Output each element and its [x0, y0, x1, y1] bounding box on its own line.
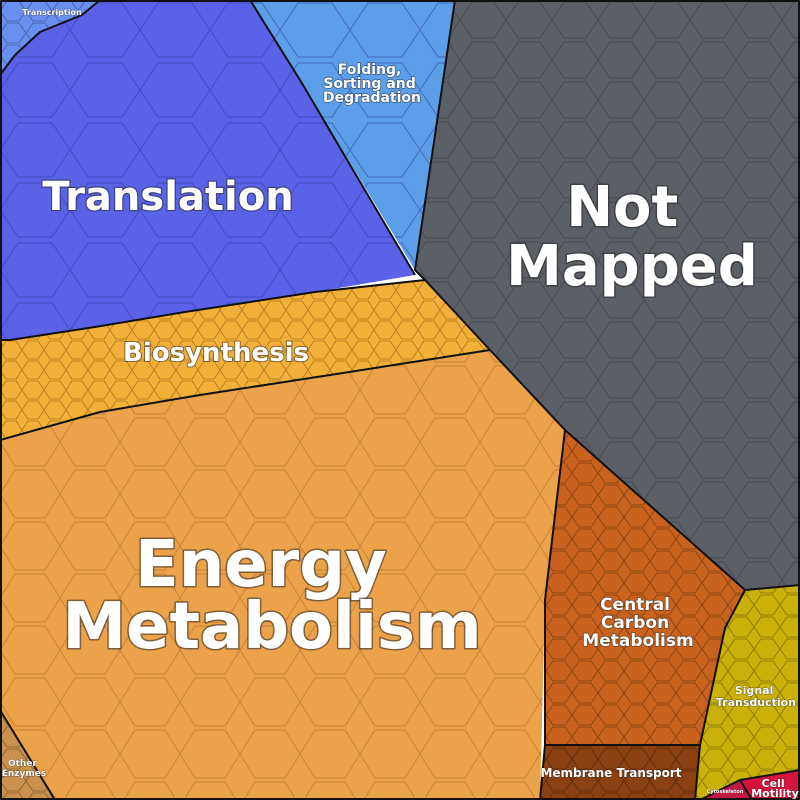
label-other-enzymes-line-1: Other	[8, 759, 37, 769]
label-membrane-transport: Membrane Transport	[540, 766, 681, 780]
label-not-mapped: Not Mapped	[506, 175, 758, 299]
label-cell-motility: Cell Motility	[751, 777, 799, 800]
label-signal-transduction-line-1: Signal	[735, 684, 774, 697]
label-transcription: Transcription	[22, 8, 82, 17]
label-folding-line-1: Folding,	[338, 62, 402, 78]
label-folding-line-2: Sorting and	[323, 76, 415, 92]
label-translation: Translation	[42, 174, 293, 220]
cell-signal-transduction	[695, 585, 800, 800]
label-not-mapped-line-1: Not	[566, 175, 678, 240]
cell-energy-metabolism	[0, 350, 565, 800]
cell-transcription	[0, 0, 100, 75]
label-cell-motility-line-2: Motility	[751, 787, 799, 800]
label-other-enzymes: Other Enzymes	[2, 759, 47, 779]
label-central-carbon: Central Carbon Metabolism	[582, 595, 693, 651]
cell-cytoskeleton	[700, 780, 752, 800]
cell-cytoskeleton-region	[700, 780, 752, 800]
cell-membrane-transport	[540, 745, 700, 800]
cell-not-mapped	[415, 0, 800, 590]
cell-biosynthesis	[0, 280, 490, 440]
cell-central-carbon	[545, 430, 745, 745]
label-folding: Folding, Sorting and Degradation	[323, 62, 421, 106]
label-cytoskeleton: Cytoskeleton	[707, 789, 744, 795]
cell-translation	[0, 0, 415, 340]
label-energy-metabolism-line-2: Metabolism	[62, 590, 481, 664]
label-central-carbon-line-2: Carbon	[601, 613, 669, 633]
label-signal-transduction: Signal Transduction	[716, 684, 796, 709]
label-other-enzymes-line-2: Enzymes	[2, 769, 47, 779]
label-energy-metabolism: Energy Metabolism	[62, 528, 481, 664]
label-central-carbon-line-1: Central	[600, 595, 670, 615]
label-biosynthesis: Biosynthesis	[123, 338, 309, 368]
label-energy-metabolism-line-1: Energy	[135, 528, 387, 602]
label-central-carbon-line-3: Metabolism	[582, 631, 693, 651]
label-not-mapped-line-2: Mapped	[506, 234, 758, 299]
label-cell-motility-line-1: Cell	[762, 777, 785, 790]
label-folding-line-3: Degradation	[323, 90, 421, 106]
cell-folding	[250, 0, 455, 270]
label-signal-transduction-line-2: Transduction	[716, 696, 796, 709]
